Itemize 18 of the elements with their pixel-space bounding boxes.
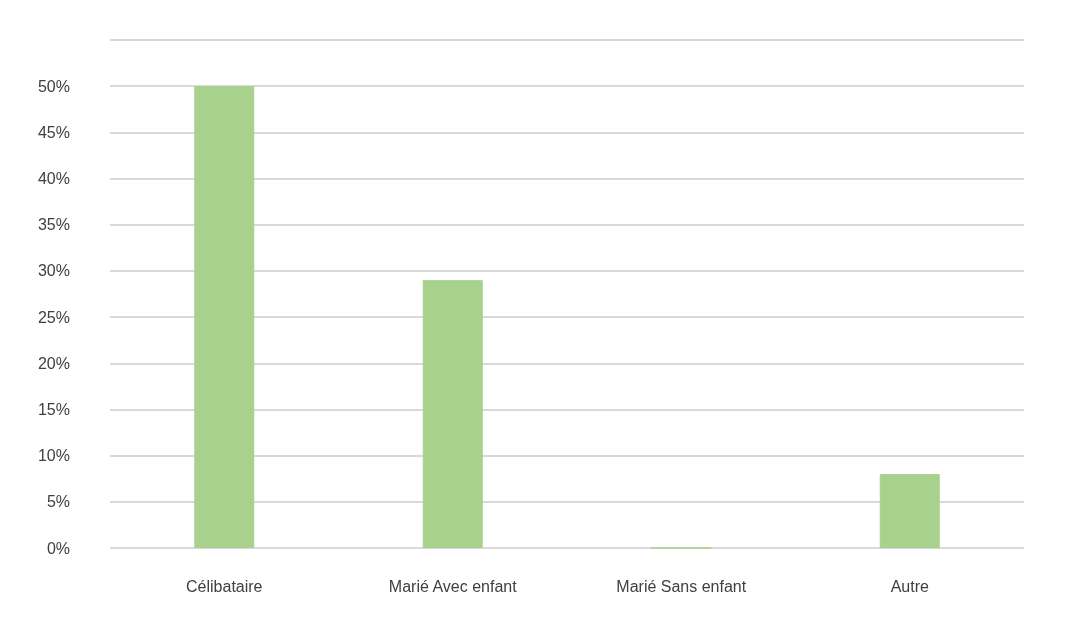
y-tick-label: 15% [37, 400, 70, 418]
y-tick-label: 45% [37, 123, 70, 141]
y-tick-label: 35% [37, 216, 70, 234]
y-tick-label: 25% [37, 308, 70, 326]
x-tick-label: Autre [890, 577, 929, 595]
x-tick-label: Célibataire [186, 577, 263, 595]
bar [194, 86, 255, 548]
bar [879, 474, 940, 548]
y-tick-label: 10% [37, 447, 70, 465]
y-tick-label: 0% [46, 539, 70, 557]
y-tick-label: 50% [37, 77, 70, 95]
y-tick-label: 5% [46, 493, 70, 511]
bar [422, 280, 483, 548]
y-tick-label: 40% [37, 170, 70, 188]
y-tick-label: 30% [37, 262, 70, 280]
x-tick-label: Marié Sans enfant [616, 577, 747, 595]
x-tick-label: Marié Avec enfant [388, 577, 518, 595]
y-tick-label: 20% [37, 354, 70, 372]
